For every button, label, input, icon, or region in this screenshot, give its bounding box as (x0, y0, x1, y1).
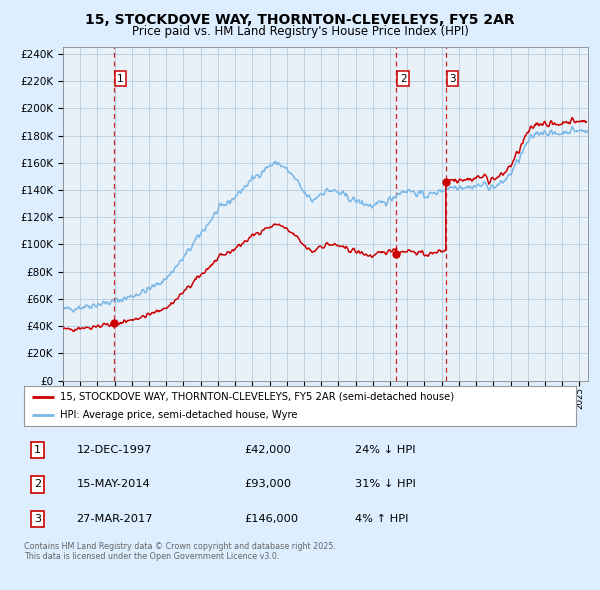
Text: £93,000: £93,000 (245, 480, 292, 489)
Text: 15, STOCKDOVE WAY, THORNTON-CLEVELEYS, FY5 2AR: 15, STOCKDOVE WAY, THORNTON-CLEVELEYS, F… (85, 13, 515, 27)
Text: 3: 3 (34, 514, 41, 524)
Text: £146,000: £146,000 (245, 514, 299, 524)
Text: 1: 1 (117, 74, 124, 84)
Text: 2: 2 (400, 74, 406, 84)
Text: 2: 2 (34, 480, 41, 489)
Text: 15, STOCKDOVE WAY, THORNTON-CLEVELEYS, FY5 2AR (semi-detached house): 15, STOCKDOVE WAY, THORNTON-CLEVELEYS, F… (60, 392, 454, 402)
Text: 15-MAY-2014: 15-MAY-2014 (76, 480, 150, 489)
Text: 31% ↓ HPI: 31% ↓ HPI (355, 480, 416, 489)
Text: 4% ↑ HPI: 4% ↑ HPI (355, 514, 409, 524)
Text: Contains HM Land Registry data © Crown copyright and database right 2025.
This d: Contains HM Land Registry data © Crown c… (24, 542, 336, 561)
Text: HPI: Average price, semi-detached house, Wyre: HPI: Average price, semi-detached house,… (60, 410, 298, 420)
Text: £42,000: £42,000 (245, 445, 292, 455)
Text: 3: 3 (449, 74, 456, 84)
Text: Price paid vs. HM Land Registry's House Price Index (HPI): Price paid vs. HM Land Registry's House … (131, 25, 469, 38)
Text: 27-MAR-2017: 27-MAR-2017 (76, 514, 153, 524)
Text: 12-DEC-1997: 12-DEC-1997 (76, 445, 152, 455)
Text: 1: 1 (34, 445, 41, 455)
Text: 24% ↓ HPI: 24% ↓ HPI (355, 445, 416, 455)
